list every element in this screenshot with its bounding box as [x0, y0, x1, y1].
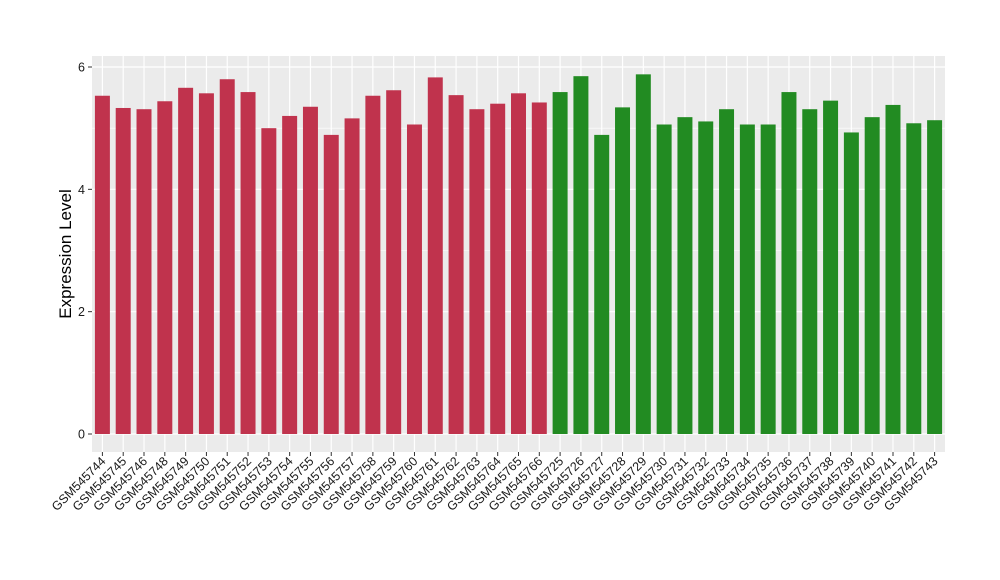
bar-GSM545739	[843, 132, 859, 434]
x-axis: GSM545744GSM545745GSM545746GSM545748GSM5…	[49, 452, 941, 514]
bar-GSM545734	[739, 124, 755, 434]
bar-GSM545733	[719, 109, 735, 434]
bar-GSM545735	[760, 124, 776, 434]
bar-GSM545728	[615, 107, 631, 435]
bars	[94, 74, 943, 435]
bar-GSM545742	[906, 123, 922, 435]
bar-GSM545749	[178, 87, 194, 435]
bar-GSM545744	[94, 95, 110, 434]
bar-GSM545741	[885, 104, 901, 434]
y-tick-label: 6	[78, 61, 85, 75]
bar-GSM545729	[635, 74, 651, 434]
bar-GSM545757	[344, 118, 360, 434]
bar-GSM545759	[386, 90, 402, 434]
bar-GSM545758	[365, 95, 381, 434]
bar-GSM545745	[115, 107, 131, 435]
bar-GSM545750	[198, 93, 214, 434]
bar-GSM545762	[448, 95, 464, 435]
bar-GSM545766	[531, 102, 547, 434]
bar-GSM545730	[656, 124, 672, 434]
bar-GSM545738	[823, 100, 839, 435]
bar-GSM545765	[511, 93, 526, 434]
bar-GSM545740	[864, 117, 880, 434]
bar-GSM545746	[136, 109, 152, 434]
bar-GSM545756	[323, 134, 339, 434]
bar-GSM545736	[781, 92, 797, 434]
bar-GSM545732	[698, 121, 714, 435]
bar-GSM545752	[240, 92, 256, 434]
y-tick-label: 4	[78, 183, 85, 197]
bar-GSM545754	[282, 115, 298, 434]
bar-GSM545761	[427, 77, 443, 435]
bar-GSM545763	[469, 109, 485, 434]
bar-GSM545764	[490, 103, 506, 434]
bar-GSM545760	[406, 124, 422, 434]
bar-GSM545727	[594, 134, 610, 434]
bar-GSM545748	[157, 101, 173, 435]
y-tick-label: 2	[78, 305, 85, 319]
y-axis: 0 2 4 6	[78, 61, 92, 442]
y-axis-title: Expression Level	[56, 189, 75, 318]
bar-GSM545737	[802, 109, 818, 434]
bar-GSM545743	[927, 120, 943, 434]
y-tick-label: 0	[78, 428, 85, 442]
bar-GSM545755	[302, 106, 318, 434]
bar-GSM545731	[677, 117, 693, 434]
bar-GSM545726	[573, 76, 589, 435]
bar-GSM545751	[219, 79, 235, 434]
bar-GSM545753	[261, 128, 277, 434]
bar-GSM545725	[552, 92, 568, 434]
